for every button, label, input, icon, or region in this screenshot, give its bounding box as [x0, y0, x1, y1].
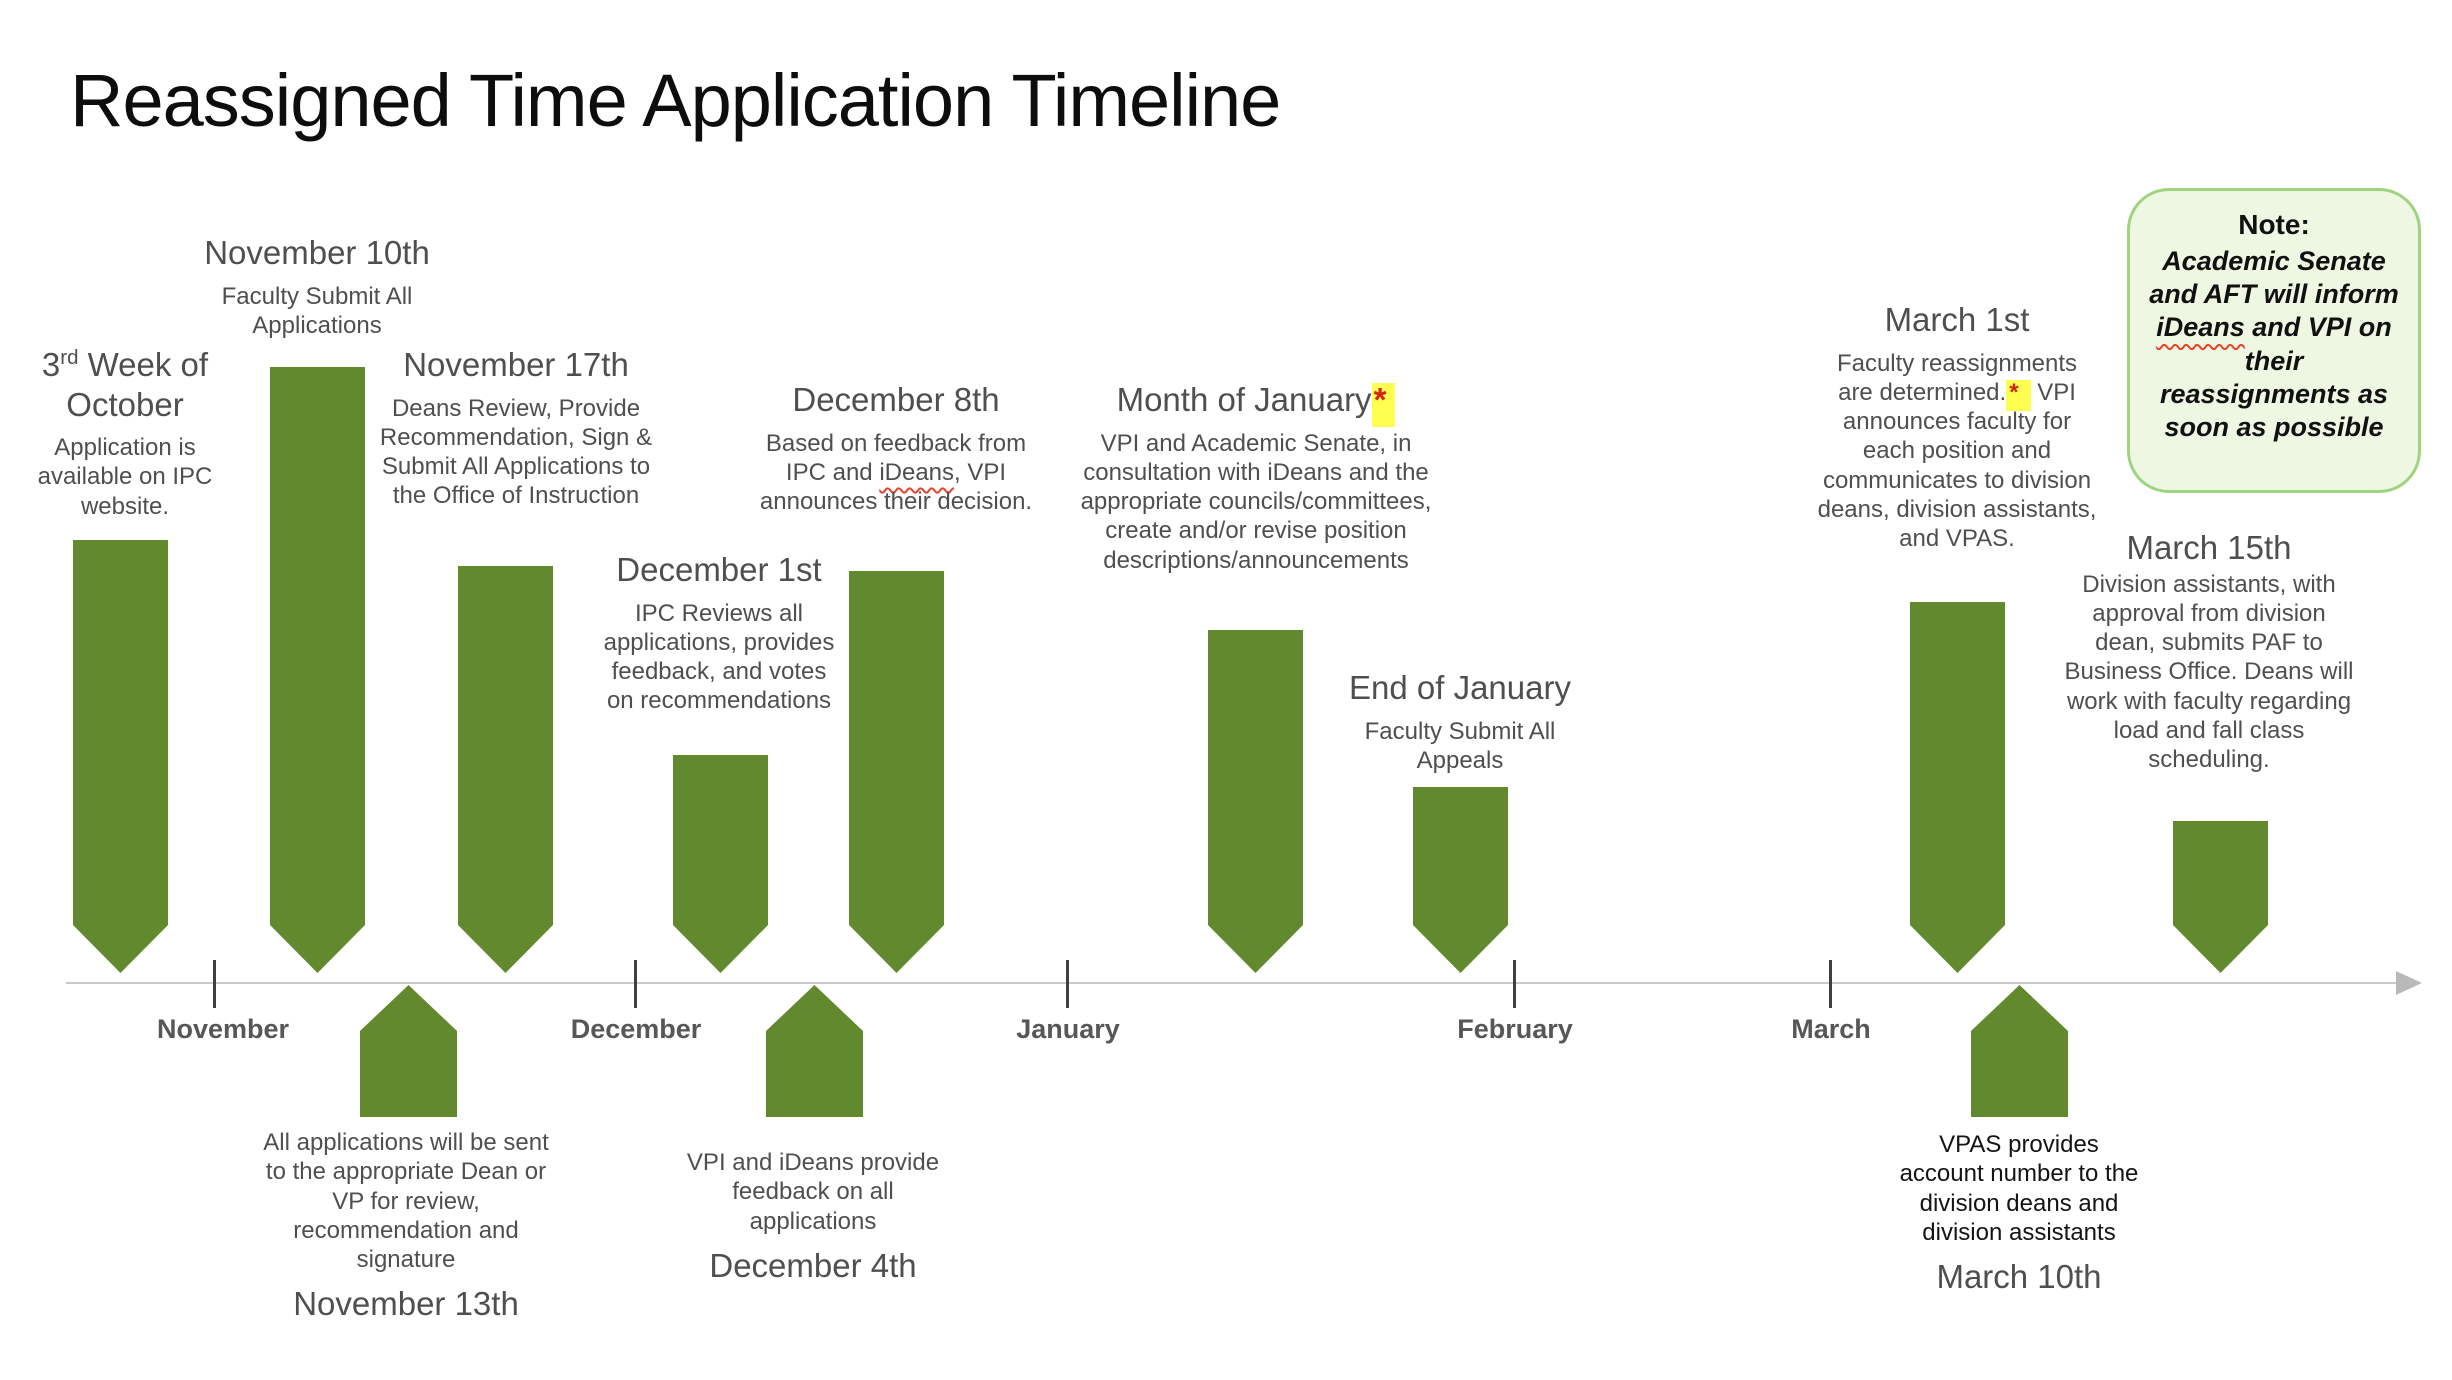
milestone-description: Division assistants, with approval from … — [2064, 570, 2354, 774]
milestone-description: Faculty reassignments are determined. * V… — [1817, 349, 2097, 553]
milestone-oct-3rd-week: 3rd Week of October Application is avail… — [15, 345, 235, 521]
milestone-date: Month of January* — [1076, 380, 1436, 427]
tick-december — [634, 960, 637, 1008]
arrow-down-dec-1 — [673, 755, 768, 973]
milestone-date: March 15th — [2126, 529, 2292, 566]
milestone-dec-8: December 8th Based on feedback from IPC … — [756, 380, 1036, 516]
milestone-date: March 1st — [1884, 301, 2030, 338]
arrow-up-mar-10 — [1971, 985, 2068, 1117]
month-label-january: January — [1016, 1014, 1120, 1044]
milestone-dec-1: December 1st IPC Reviews all application… — [599, 550, 839, 716]
milestone-description: Application is available on IPC website. — [37, 434, 213, 520]
milestone-date: December 4th — [709, 1246, 917, 1284]
timeline-axis-arrowhead — [2396, 971, 2422, 995]
tick-november — [213, 960, 216, 1008]
milestone-date: 3rd Week of October — [41, 346, 209, 423]
timeline-axis — [66, 982, 2398, 984]
milestone-date: December 1st — [616, 551, 822, 588]
milestone-description: Based on feedback from IPC and iDeans, V… — [759, 429, 1033, 516]
milestone-date: November 10th — [204, 234, 430, 271]
milestone-date: November 13th — [293, 1285, 519, 1323]
note-body: Academic Senate and AFT will inform iDea… — [2149, 246, 2399, 443]
milestone-nov-10: November 10th Faculty Submit All Applica… — [192, 233, 442, 340]
milestone-description: Faculty Submit All Appeals — [1364, 717, 1556, 774]
ideans-misspelling: iDeans — [2156, 312, 2245, 343]
milestone-date: November 17th — [403, 346, 629, 383]
highlighted-asterisk: * — [2006, 379, 2031, 412]
milestone-description: IPC Reviews all applications, provides f… — [603, 599, 835, 715]
page-title: Reassigned Time Application Timeline — [70, 59, 1281, 142]
month-label-december: December — [570, 1014, 702, 1044]
arrow-down-month-of-january — [1208, 630, 1303, 973]
milestone-description: All applications will be sent to the app… — [263, 1129, 549, 1274]
milestone-nov-13: All applications will be sent to the app… — [256, 1128, 556, 1324]
milestone-mar-1: March 1st Faculty reassignments are dete… — [1817, 300, 2097, 553]
milestone-nov-17: November 17th Deans Review, Provide Reco… — [371, 345, 661, 511]
milestone-date: December 8th — [792, 381, 1000, 418]
tick-january — [1066, 960, 1069, 1008]
milestone-description: VPI and Academic Senate, in consultation… — [1080, 429, 1432, 574]
milestone-end-of-january: End of January Faculty Submit All Appeal… — [1330, 668, 1590, 775]
milestone-mar-10: VPAS provides account number to the divi… — [1894, 1130, 2144, 1297]
milestone-mar-15: March 15th Division assistants, with app… — [2064, 528, 2354, 774]
arrow-down-nov-17 — [458, 566, 553, 973]
milestone-date: End of January — [1349, 669, 1571, 706]
milestone-description: VPAS provides account number to the divi… — [1899, 1131, 2139, 1246]
arrow-down-mar-15 — [2173, 821, 2268, 973]
month-label-february: February — [1457, 1014, 1573, 1044]
arrow-down-nov-10 — [270, 367, 365, 973]
milestone-description: Deans Review, Provide Recommendation, Si… — [379, 394, 653, 510]
arrow-up-nov-13 — [360, 985, 457, 1117]
note-callout: Note: Academic Senate and AFT will infor… — [2127, 188, 2421, 493]
milestone-description: Faculty Submit All Applications — [221, 282, 413, 339]
month-label-march: March — [1791, 1014, 1871, 1044]
tick-february — [1513, 960, 1516, 1008]
tick-march — [1829, 960, 1832, 1008]
milestone-dec-4: VPI and iDeans provide feedback on all a… — [683, 1148, 943, 1285]
ideans-misspelling: iDeans — [879, 458, 955, 486]
arrow-down-oct-3rd-week — [73, 540, 168, 973]
arrow-down-mar-1 — [1910, 602, 2005, 973]
milestone-description: VPI and iDeans provide feedback on all a… — [686, 1149, 940, 1235]
note-heading: Note: — [2238, 209, 2310, 240]
arrow-down-end-of-january — [1413, 787, 1508, 973]
highlighted-asterisk: * — [1371, 383, 1396, 427]
milestone-date: March 10th — [1936, 1258, 2102, 1296]
arrow-down-dec-8 — [849, 571, 944, 973]
milestone-month-of-january: Month of January* VPI and Academic Senat… — [1076, 380, 1436, 575]
month-label-november: November — [156, 1014, 290, 1044]
arrow-up-dec-4 — [766, 985, 863, 1117]
